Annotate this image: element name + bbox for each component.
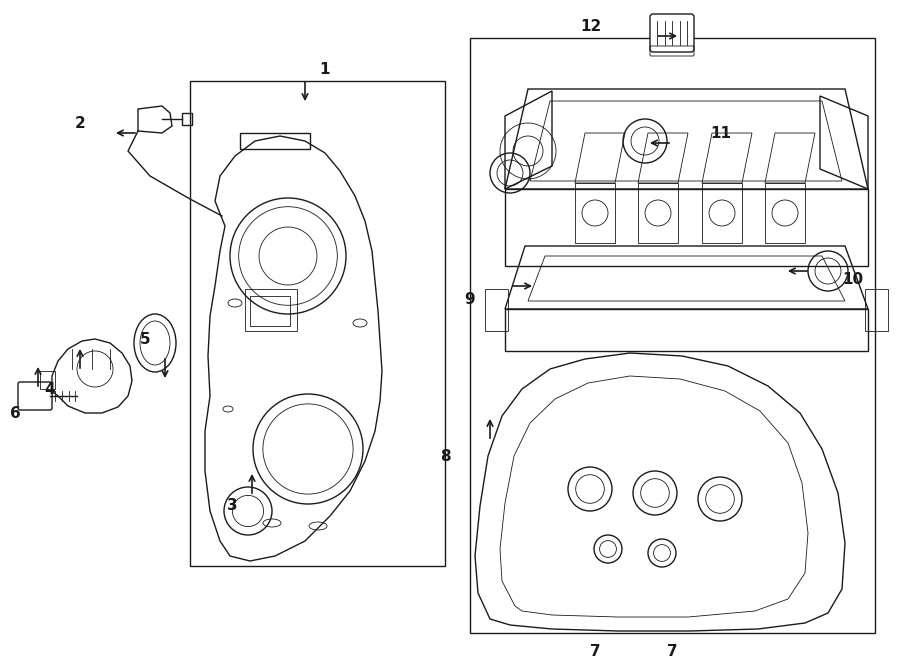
Text: 10: 10 (842, 272, 863, 286)
Text: 6: 6 (10, 407, 21, 422)
Text: 7: 7 (590, 644, 600, 658)
Text: 4: 4 (45, 381, 55, 397)
Bar (250, 296, 290, 326)
FancyBboxPatch shape (650, 14, 694, 52)
Text: 5: 5 (140, 332, 150, 346)
Text: 8: 8 (440, 449, 450, 463)
Text: 9: 9 (464, 292, 475, 307)
Text: 12: 12 (580, 19, 602, 34)
Text: 1: 1 (320, 61, 330, 77)
Text: 11: 11 (710, 126, 731, 141)
Text: 3: 3 (227, 498, 238, 514)
Text: 7: 7 (667, 644, 678, 658)
Bar (245, 289, 297, 331)
Bar (470, 38, 875, 633)
Text: 2: 2 (75, 116, 86, 130)
Bar (190, 81, 445, 566)
